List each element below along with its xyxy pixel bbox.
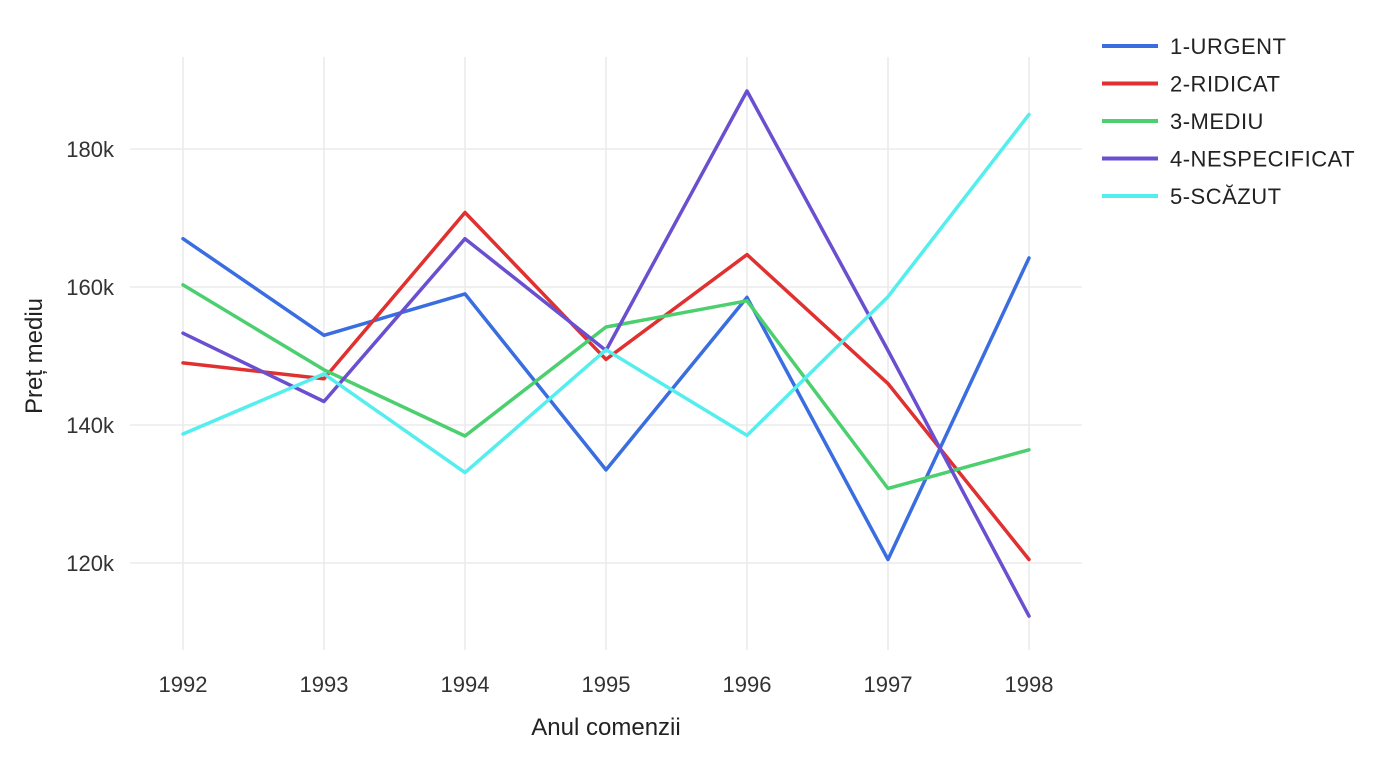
x-tick-label: 1998	[1005, 672, 1054, 697]
x-tick-label: 1995	[582, 672, 631, 697]
legend-label: 3-MEDIU	[1170, 109, 1264, 134]
legend-item: 1-URGENT	[1102, 34, 1286, 59]
legend-label: 4-NESPECIFICAT	[1170, 147, 1355, 172]
legend: 1-URGENT 2-RIDICAT 3-MEDIU 4-NESPECIFICAT 5-…	[1102, 34, 1355, 209]
series-line-1	[181, 236, 1031, 562]
series-line-5	[181, 112, 1031, 475]
x-axis-title: Anul comenzii	[531, 714, 680, 741]
y-tick-label: 160k	[66, 275, 115, 300]
y-axis-title: Preț mediu	[21, 298, 48, 414]
series-line-3	[181, 283, 1031, 491]
x-tick-label: 1996	[723, 672, 772, 697]
x-axis-ticks: 1992 1993 1994 1995 1996 1997 1998	[159, 672, 1054, 697]
x-tick-label: 1994	[441, 672, 490, 697]
x-tick-label: 1997	[864, 672, 913, 697]
legend-item: 3-MEDIU	[1102, 109, 1264, 134]
y-tick-label: 180k	[66, 137, 115, 162]
y-tick-label: 140k	[66, 413, 115, 438]
legend-item: 2-RIDICAT	[1102, 72, 1280, 97]
legend-label: 5-SCĂZUT	[1170, 184, 1282, 209]
grid	[130, 57, 1082, 650]
legend-item: 5-SCĂZUT	[1102, 184, 1282, 209]
y-axis-ticks: 120k 140k 160k 180k	[66, 137, 115, 576]
legend-label: 1-URGENT	[1170, 34, 1286, 59]
legend-item: 4-NESPECIFICAT	[1102, 147, 1355, 172]
x-tick-label: 1993	[300, 672, 349, 697]
y-tick-label: 120k	[66, 551, 115, 576]
x-tick-label: 1992	[159, 672, 208, 697]
series-lines	[181, 89, 1031, 618]
series-line-2	[181, 210, 1031, 562]
legend-label: 2-RIDICAT	[1170, 72, 1280, 97]
